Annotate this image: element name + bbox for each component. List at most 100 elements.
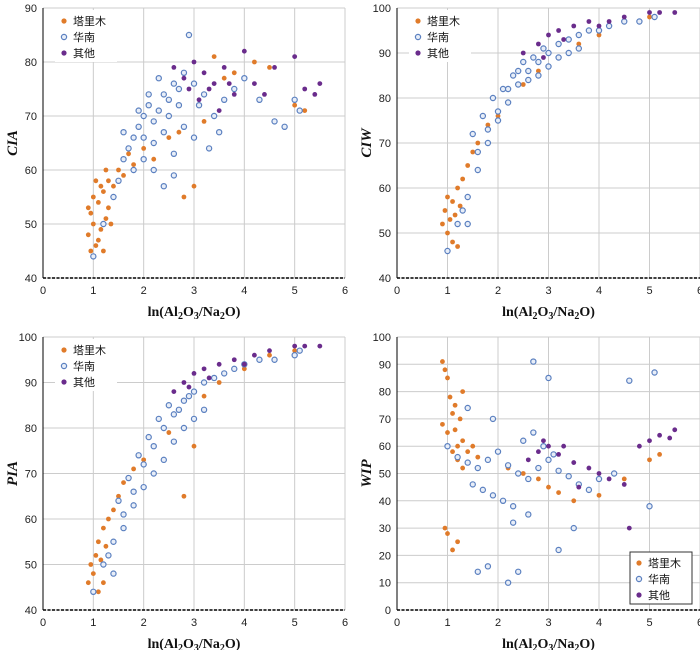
data-point <box>121 173 126 178</box>
data-point <box>90 253 97 260</box>
data-point <box>140 483 147 491</box>
data-point <box>651 369 658 376</box>
legend-label: 华南 <box>73 30 95 44</box>
y-tick-label: 40 <box>25 605 37 617</box>
data-point <box>504 579 512 586</box>
data-point <box>447 217 453 222</box>
data-point <box>88 248 94 254</box>
data-point <box>596 492 602 498</box>
data-point <box>499 497 507 504</box>
data-point <box>561 443 567 449</box>
data-point <box>469 481 476 488</box>
data-point <box>191 59 197 65</box>
legend-label: 其他 <box>73 376 95 389</box>
y-axis-label: CIW <box>359 127 375 158</box>
data-point <box>100 561 107 568</box>
y-tick-label: 40 <box>25 273 37 285</box>
data-point <box>201 393 207 399</box>
data-point <box>95 200 101 205</box>
data-point <box>450 239 455 245</box>
data-point <box>221 65 227 70</box>
y-tick-label: 100 <box>373 3 391 15</box>
data-point <box>317 343 323 349</box>
data-point <box>474 568 481 575</box>
data-point <box>657 10 662 15</box>
data-point <box>93 178 99 184</box>
data-point <box>216 361 222 367</box>
data-point <box>647 10 652 15</box>
data-point <box>440 221 445 227</box>
x-axis-label: ln(Al2​O3​/Na2​O) <box>502 305 595 322</box>
data-point <box>100 220 107 228</box>
data-point <box>160 128 167 136</box>
data-point <box>585 486 593 494</box>
y-tick-label: 20 <box>379 550 391 562</box>
data-point <box>651 13 658 21</box>
data-point <box>103 167 109 173</box>
data-point <box>509 72 517 79</box>
data-point <box>140 155 147 163</box>
data-point <box>595 475 603 483</box>
data-point <box>672 427 678 433</box>
legend-marker <box>415 18 421 24</box>
data-point <box>115 497 122 504</box>
data-point <box>101 525 106 531</box>
data-point <box>262 92 267 97</box>
data-point <box>541 438 546 444</box>
data-point <box>555 546 562 554</box>
legend-label: 华南 <box>73 359 95 373</box>
x-tick-label: 4 <box>596 617 602 629</box>
data-point <box>302 343 308 349</box>
data-point <box>657 432 662 438</box>
y-tick-label: 80 <box>25 423 37 435</box>
x-tick-label: 6 <box>342 617 348 629</box>
data-point <box>155 107 162 114</box>
data-point <box>93 243 99 249</box>
y-axis-label: CIA <box>5 130 21 156</box>
data-point <box>120 155 127 163</box>
data-point <box>180 123 188 131</box>
y-tick-label: 30 <box>379 523 391 535</box>
data-point <box>252 59 257 65</box>
data-point <box>536 476 541 482</box>
series-2 <box>171 48 323 113</box>
data-point <box>155 74 162 82</box>
y-tick-label: 50 <box>379 228 391 240</box>
data-point <box>450 547 455 553</box>
data-point <box>667 435 673 441</box>
data-point <box>252 81 257 86</box>
data-point <box>131 466 137 472</box>
data-point <box>181 75 187 81</box>
data-point <box>459 207 466 214</box>
data-point <box>215 128 223 136</box>
data-point <box>565 473 572 480</box>
data-point <box>160 424 167 432</box>
legend-label: 塔里木 <box>73 15 106 28</box>
legend-label: 华南 <box>648 572 670 586</box>
x-tick-label: 5 <box>292 285 298 297</box>
data-point <box>191 443 197 449</box>
legend-label: 塔里木 <box>73 344 106 357</box>
data-point <box>200 406 208 413</box>
data-point <box>485 122 491 128</box>
x-axis-label: ln(Al2​O3​/Na2​O) <box>148 305 241 322</box>
data-point <box>445 430 450 435</box>
y-tick-label: 90 <box>379 48 391 60</box>
data-point <box>190 80 198 87</box>
data-point <box>504 85 512 93</box>
data-point <box>130 502 137 509</box>
x-tick-label: 1 <box>444 285 450 297</box>
x-tick-label: 2 <box>141 617 147 629</box>
x-tick-label: 5 <box>646 617 652 629</box>
x-tick-label: 3 <box>191 285 197 297</box>
data-point <box>195 101 203 109</box>
data-point <box>525 76 532 84</box>
data-point <box>450 411 455 416</box>
data-point <box>546 32 551 38</box>
data-point <box>185 392 193 400</box>
data-point <box>150 118 157 125</box>
